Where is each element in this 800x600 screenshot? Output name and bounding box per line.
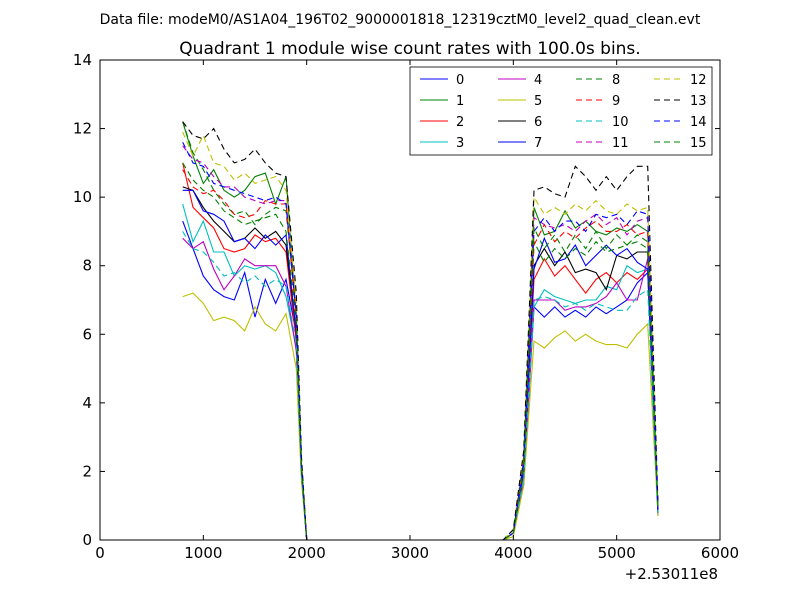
x-tick-label: 6000 (701, 544, 739, 562)
series-line-4 (182, 237, 659, 541)
x-tick-label: 4000 (494, 544, 532, 562)
legend-box (409, 66, 713, 156)
x-tick-label: 0 (95, 544, 105, 562)
y-tick-label: 8 (82, 257, 92, 275)
x-tick-label: 3000 (391, 544, 429, 562)
legend-label-8: 8 (612, 73, 620, 88)
legend-label-5: 5 (534, 94, 542, 109)
legend-label-12: 12 (690, 73, 707, 88)
series-line-15 (182, 162, 659, 541)
y-tick-label: 4 (82, 394, 92, 412)
series-line-10 (182, 231, 659, 541)
x-tick-label: 2000 (288, 544, 326, 562)
y-tick-label: 12 (73, 120, 92, 138)
legend-label-1: 1 (456, 94, 464, 109)
series-line-8 (182, 121, 659, 541)
series-line-2 (182, 162, 659, 541)
x-tick-label: 5000 (598, 544, 636, 562)
series-line-9 (182, 169, 659, 541)
y-tick-label: 0 (82, 531, 92, 549)
legend-label-10: 10 (612, 115, 629, 130)
legend-label-14: 14 (690, 115, 707, 130)
series-line-6 (182, 186, 659, 541)
plot-area (182, 121, 659, 541)
legend-label-9: 9 (612, 94, 620, 109)
series-line-3 (182, 203, 659, 541)
y-tick-label: 6 (82, 325, 92, 343)
data-file-label: Data file: modeM0/AS1A04_196T02_90000018… (100, 12, 701, 28)
y-tick-label: 2 (82, 462, 92, 480)
legend-label-6: 6 (534, 115, 542, 130)
legend-label-2: 2 (456, 115, 464, 130)
series-line-7 (182, 189, 659, 541)
legend-label-13: 13 (690, 94, 707, 109)
x-offset-label: +2.53011e8 (625, 565, 718, 583)
y-tick-label: 14 (73, 51, 92, 69)
legend-label-0: 0 (456, 73, 464, 88)
x-tick-label: 1000 (184, 544, 222, 562)
legend-label-4: 4 (534, 73, 542, 88)
series-line-12 (182, 131, 659, 541)
legend-label-11: 11 (612, 136, 629, 151)
legend-label-15: 15 (690, 136, 707, 151)
series-line-14 (182, 142, 659, 541)
y-tick-label: 10 (73, 188, 92, 206)
chart-title: Quadrant 1 module wise count rates with … (179, 39, 640, 59)
series-line-5 (182, 292, 659, 541)
x-axis: 0 1000 2000 3000 4000 5000 6000 (95, 60, 739, 562)
series-line-11 (182, 145, 659, 541)
series-line-1 (182, 121, 659, 541)
legend-label-7: 7 (534, 136, 542, 151)
series-line-13 (182, 121, 659, 541)
legend-label-3: 3 (456, 136, 464, 151)
